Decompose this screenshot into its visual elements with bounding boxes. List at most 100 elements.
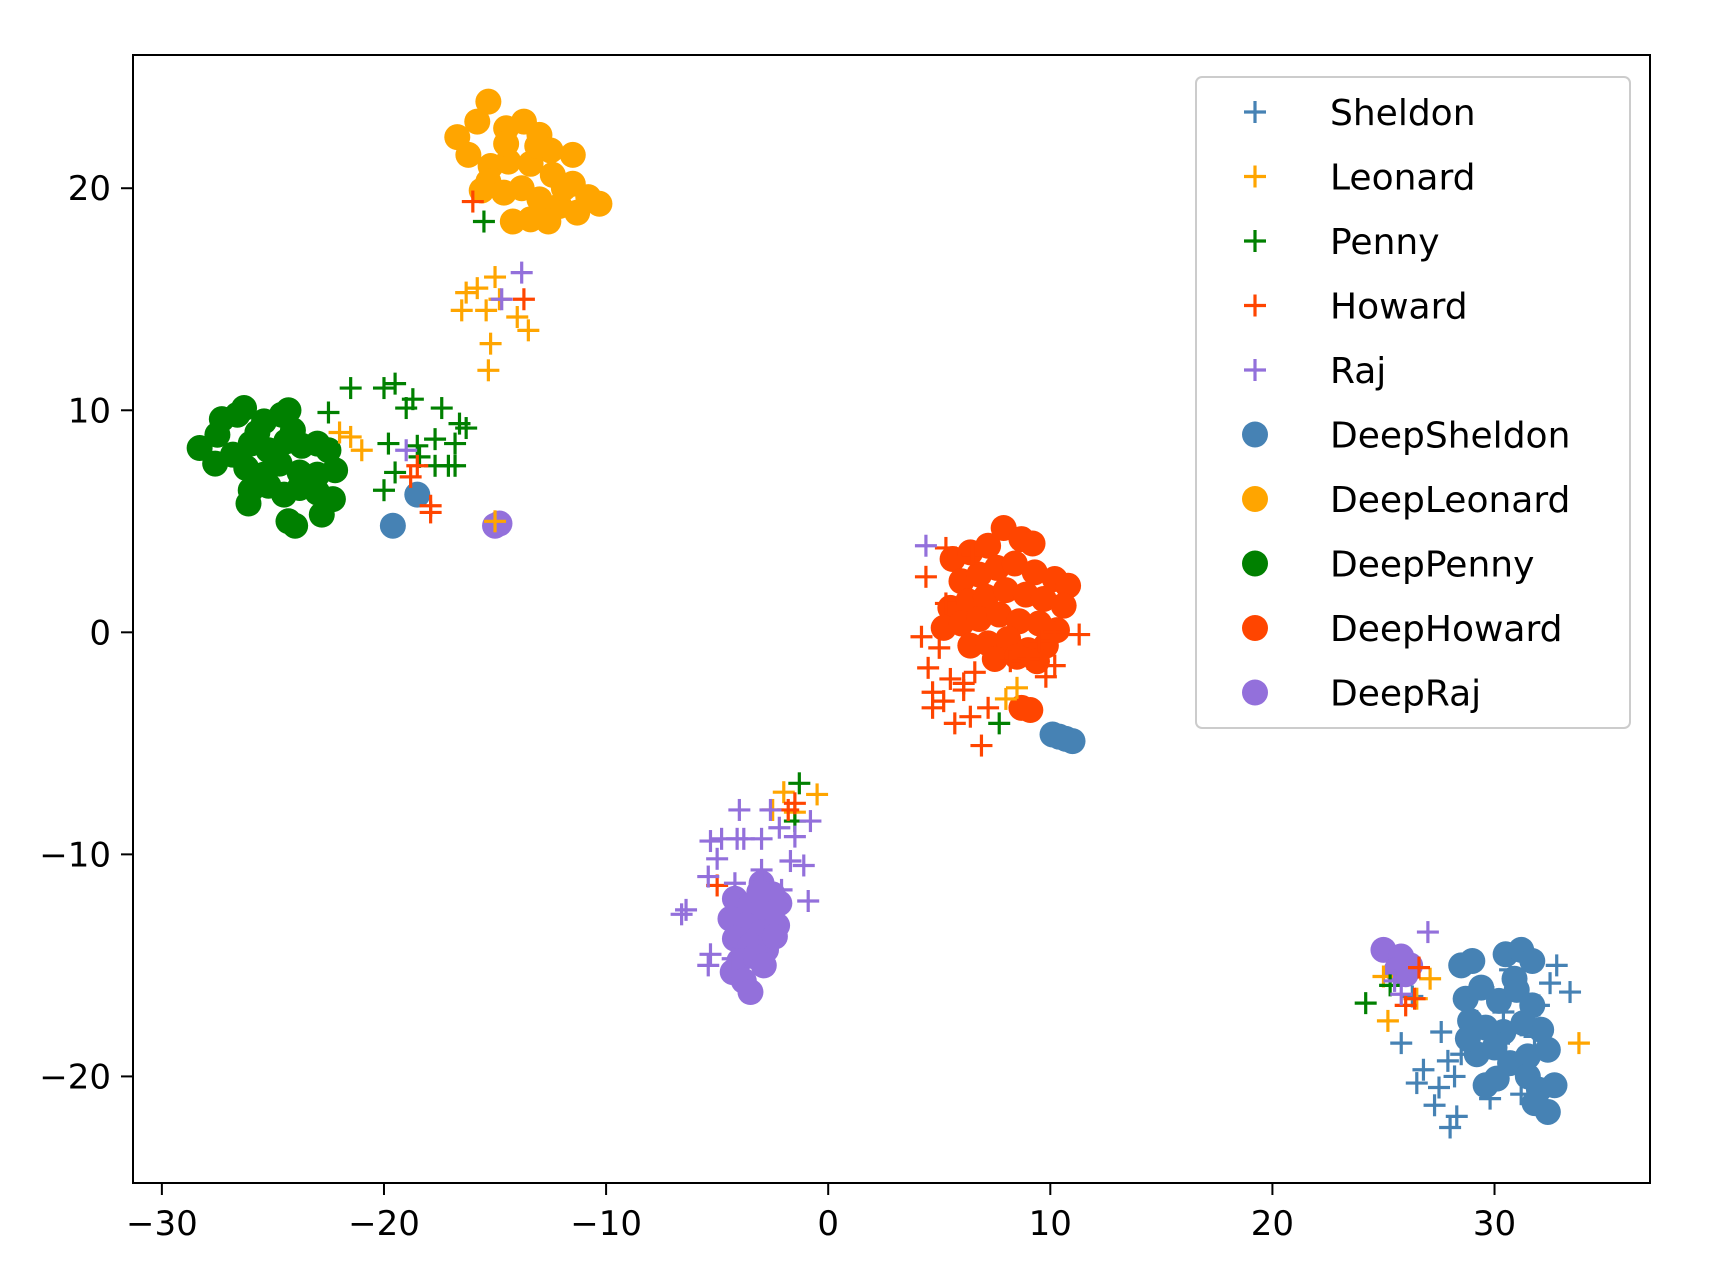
point-raj <box>697 865 720 888</box>
point-raj <box>723 872 746 895</box>
point-penny <box>472 210 495 233</box>
point-howard <box>934 536 957 559</box>
point-leonard <box>466 277 489 300</box>
plot-frame <box>132 54 1651 1184</box>
point-sheldon <box>1472 976 1495 999</box>
point-deephoward <box>1030 586 1057 613</box>
point-deepraj <box>761 923 788 950</box>
legend-marker <box>1244 101 1266 123</box>
point-howard <box>399 465 422 488</box>
point-deepleonard <box>524 133 551 160</box>
point-howard <box>512 288 535 311</box>
y-tick-label: 10 <box>68 391 111 431</box>
point-penny <box>377 432 400 455</box>
point-howard <box>1408 956 1431 979</box>
point-howard <box>406 454 429 477</box>
x-tick-label: 30 <box>1473 1204 1516 1244</box>
point-leonard <box>477 359 500 382</box>
series-deeppenny <box>186 395 349 539</box>
point-penny <box>1379 974 1402 997</box>
point-sheldon <box>1483 1069 1506 1092</box>
point-deepsheldon <box>404 481 431 508</box>
point-raj <box>750 858 773 881</box>
x-tick-label: 10 <box>1029 1204 1072 1244</box>
point-howard <box>461 190 484 213</box>
point-deepleonard <box>493 130 520 157</box>
point-deepraj <box>746 879 773 906</box>
legend-label: Penny <box>1330 222 1440 263</box>
point-sheldon <box>1443 1065 1466 1088</box>
legend-marker <box>1244 230 1266 252</box>
point-deephoward <box>966 606 993 632</box>
x-tick-label: 0 <box>817 1204 839 1244</box>
point-deepleonard <box>564 199 591 226</box>
legend-box <box>1195 76 1631 729</box>
point-sheldon <box>1510 1083 1533 1106</box>
point-sheldon <box>1456 987 1479 1010</box>
point-raj <box>710 827 733 850</box>
point-deeppenny <box>315 437 342 464</box>
legend-item-deeppenny: DeepPenny <box>1242 545 1534 586</box>
legend-label: DeepLeonard <box>1330 480 1570 521</box>
point-howard <box>1394 994 1417 1017</box>
point-howard <box>928 636 951 659</box>
point-leonard <box>475 299 498 322</box>
point-leonard <box>806 783 829 806</box>
point-raj <box>1383 969 1406 992</box>
point-deepsheldon <box>1534 1098 1561 1125</box>
point-deephoward <box>1017 697 1044 724</box>
legend-marker <box>1244 359 1266 381</box>
point-howard <box>1028 630 1051 653</box>
point-leonard <box>1419 967 1442 990</box>
point-raj <box>490 288 513 311</box>
point-deephoward <box>1050 592 1077 619</box>
point-deepraj <box>750 952 777 979</box>
point-deephoward <box>1021 559 1048 586</box>
point-howard <box>934 592 957 615</box>
legend-item-leonard: Leonard <box>1244 158 1476 199</box>
point-deepleonard <box>535 208 562 235</box>
y-axis: −20 −10 0 10 20 <box>39 169 133 1097</box>
point-sheldon <box>1465 1009 1488 1032</box>
point-howard <box>959 705 982 728</box>
point-raj <box>797 890 820 912</box>
point-deephoward <box>1019 530 1046 557</box>
legend-label: DeepSheldon <box>1330 416 1570 457</box>
point-raj <box>750 827 773 850</box>
point-sheldon <box>1405 1072 1428 1095</box>
point-deepleonard <box>464 108 491 135</box>
point-leonard <box>328 421 351 444</box>
point-deepsheldon <box>1534 1036 1561 1063</box>
legend-label: Howard <box>1330 287 1468 328</box>
point-raj <box>783 825 806 848</box>
point-deepleonard <box>468 177 495 204</box>
point-sheldon <box>1523 1025 1546 1048</box>
point-raj <box>768 816 791 839</box>
point-penny <box>1354 992 1377 1015</box>
point-deeppenny <box>231 395 258 422</box>
point-deepsheldon <box>1059 728 1086 755</box>
point-howard <box>1017 647 1040 670</box>
legend-marker <box>1244 165 1266 188</box>
legend-label: DeepPenny <box>1330 545 1534 586</box>
point-howard <box>943 712 966 735</box>
point-deeppenny <box>275 397 302 424</box>
point-howard <box>963 661 986 684</box>
point-raj <box>1390 983 1413 1006</box>
point-leonard <box>484 266 507 289</box>
point-deephoward <box>1001 550 1028 577</box>
series-deepsheldon <box>379 481 1568 1125</box>
point-deepsheldon <box>1501 965 1528 992</box>
point-sheldon <box>1436 1049 1459 1072</box>
series-sheldon <box>1390 954 1582 1139</box>
point-deepraj <box>766 890 793 917</box>
point-raj <box>670 903 693 926</box>
point-deepleonard <box>559 141 586 168</box>
point-sheldon <box>1390 1032 1413 1055</box>
point-deepleonard <box>526 186 553 213</box>
point-raj <box>510 261 533 284</box>
point-penny <box>424 428 447 451</box>
point-deeppenny <box>266 450 293 477</box>
legend-item-deepraj: DeepRaj <box>1242 674 1481 715</box>
point-sheldon <box>1479 1087 1502 1110</box>
